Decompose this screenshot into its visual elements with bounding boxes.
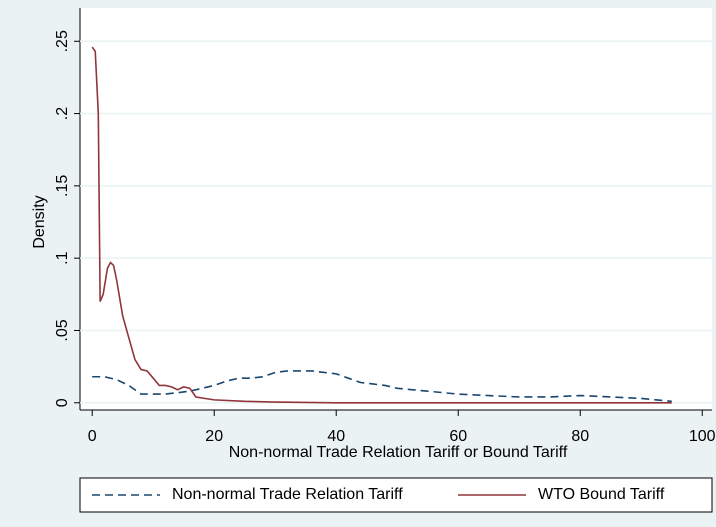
y-tick-label: .05 <box>54 319 71 341</box>
y-tick-label: .15 <box>54 175 71 197</box>
x-tick-label: 40 <box>327 428 345 445</box>
plot-area <box>80 8 712 410</box>
x-tick-label: 60 <box>449 428 467 445</box>
y-tick-label: 0 <box>54 398 71 407</box>
y-tick-label: .2 <box>54 107 71 120</box>
x-axis-label: Non-normal Trade Relation Tariff or Boun… <box>229 444 568 461</box>
x-tick-label: 80 <box>571 428 589 445</box>
y-tick-label: .1 <box>54 251 71 264</box>
y-tick-label: .25 <box>54 30 71 52</box>
x-tick-label: 0 <box>88 428 97 445</box>
y-axis-label: Density <box>31 195 48 248</box>
x-tick-label: 100 <box>689 428 716 445</box>
legend-label: WTO Bound Tariff <box>538 486 665 503</box>
x-tick-label: 20 <box>205 428 223 445</box>
line-series <box>91 46 672 404</box>
legend <box>79 477 713 513</box>
legend-label: Non-normal Trade Relation Tariff <box>172 486 403 503</box>
line-series <box>92 370 672 403</box>
